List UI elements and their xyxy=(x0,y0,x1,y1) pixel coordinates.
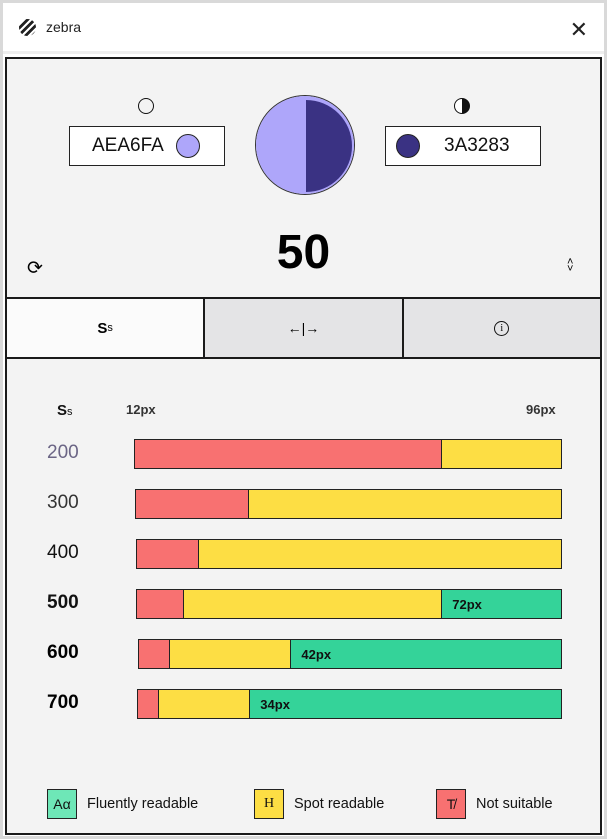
weight-label: 400 xyxy=(47,542,79,563)
resize-horizontal-icon: ←|→ xyxy=(287,320,320,336)
foreground-color-input[interactable]: AEA6FA xyxy=(69,126,225,166)
min-size-label: 12px xyxy=(126,402,156,417)
not-suitable-segment xyxy=(135,440,441,468)
chart-row-600: 600 42px xyxy=(7,639,600,669)
color-preview-circle xyxy=(255,95,355,195)
app-title: zebra xyxy=(46,19,82,35)
legend-item: T̸ Not suitable xyxy=(436,789,553,819)
foreground-swatch[interactable] xyxy=(175,134,200,158)
legend-item: H Spot readable xyxy=(254,789,384,819)
not-suitable-segment xyxy=(137,540,198,568)
spot-icon: H xyxy=(254,789,284,819)
spot-readable-segment xyxy=(182,590,442,618)
spot-readable-segment xyxy=(247,490,561,518)
contrast-score: 50 xyxy=(276,226,331,279)
not-suitable-segment xyxy=(136,490,248,518)
fluent-segment: 42px xyxy=(290,640,561,668)
stepper-chevrons-icon[interactable]: ˄ ˅ xyxy=(567,256,574,275)
not-suitable-segment xyxy=(138,690,159,718)
legend-label: Fluently readable xyxy=(87,796,199,812)
not-suitable-icon: T̸ xyxy=(436,789,466,819)
legend-label: Spot readable xyxy=(294,796,385,812)
spot-readable-segment xyxy=(158,690,250,718)
foreground-circle-icon xyxy=(138,98,154,114)
swap-colors-icon[interactable]: ⟳ xyxy=(27,258,43,279)
title-bar: zebra ✕ xyxy=(3,3,604,54)
spot-readable-segment xyxy=(197,540,561,568)
fluent-segment: 34px xyxy=(249,690,561,718)
readability-bar xyxy=(135,489,562,519)
chart-header-icon: Ss xyxy=(57,402,73,419)
background-swatch[interactable] xyxy=(396,134,420,158)
background-color-input[interactable]: 3A3283 xyxy=(385,126,541,166)
chart-row-700: 700 34px xyxy=(7,689,600,719)
spot-readable-segment xyxy=(169,640,291,668)
legend-item: Aα Fluently readable xyxy=(47,789,198,819)
chart-row-500: 500 72px xyxy=(7,589,600,619)
fluent-icon: Aα xyxy=(47,789,77,819)
readability-bar xyxy=(136,539,562,569)
tab-info[interactable]: i xyxy=(401,299,600,357)
weight-label: 300 xyxy=(47,492,79,513)
weight-label: 500 xyxy=(47,592,79,613)
chart-row-400: 400 xyxy=(7,539,600,569)
readability-bar: 34px xyxy=(137,689,562,719)
max-size-label: 96px xyxy=(526,402,556,417)
readability-bar xyxy=(134,439,562,469)
zebra-logo-icon xyxy=(19,18,36,36)
close-icon[interactable]: ✕ xyxy=(569,17,588,42)
chart-row-300: 300 xyxy=(7,489,600,519)
weight-label: 200 xyxy=(47,442,79,463)
readability-bar: 42px xyxy=(138,639,562,669)
background-hex: 3A3283 xyxy=(444,135,510,156)
not-suitable-segment xyxy=(139,640,170,668)
chart-row-200: 200 xyxy=(7,439,600,469)
contrast-icon xyxy=(454,98,470,114)
spot-readable-segment xyxy=(440,440,561,468)
weight-label: 600 xyxy=(47,642,79,663)
legend-label: Not suitable xyxy=(476,796,553,812)
info-icon: i xyxy=(494,320,510,336)
weight-label: 700 xyxy=(47,692,79,713)
tab-resize[interactable]: ←|→ xyxy=(203,299,402,357)
foreground-hex: AEA6FA xyxy=(92,135,164,156)
fluent-segment: 72px xyxy=(441,590,561,618)
readability-bar: 72px xyxy=(136,589,562,619)
not-suitable-segment xyxy=(137,590,183,618)
